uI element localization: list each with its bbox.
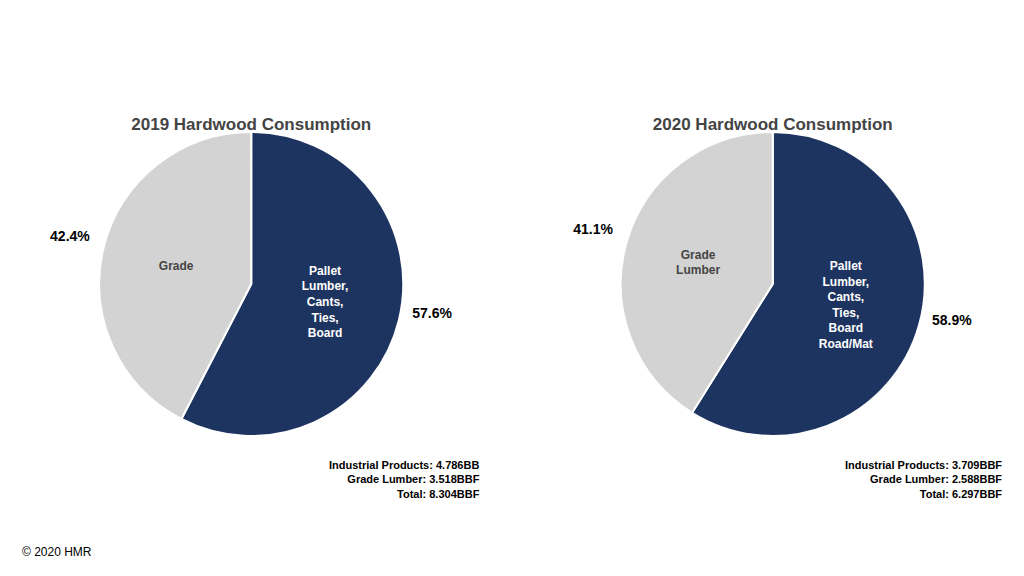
svg-text:42.4%: 42.4%: [50, 228, 90, 244]
svg-text:57.6%: 57.6%: [412, 305, 452, 321]
svg-text:PalletLumber,Cants,Ties,Board: PalletLumber,Cants,Ties,Board: [302, 264, 349, 340]
svg-text:© 2020 HMR: © 2020 HMR: [22, 545, 92, 559]
svg-text:PalletLumber,Cants,Ties,BoardR: PalletLumber,Cants,Ties,BoardRoad/Mat: [819, 259, 873, 351]
svg-text:Grade: Grade: [159, 259, 194, 273]
svg-text:58.9%: 58.9%: [932, 312, 972, 328]
svg-text:2020 Hardwood Consumption: 2020 Hardwood Consumption: [653, 115, 893, 134]
svg-text:Industrial Products: 3.709BBFG: Industrial Products: 3.709BBFGrade Lumbe…: [845, 459, 1002, 500]
svg-text:GradeLumber: GradeLumber: [676, 248, 720, 278]
svg-text:Industrial Products: 4.786BBGr: Industrial Products: 4.786BBGrade Lumber…: [329, 459, 480, 500]
svg-text:2019 Hardwood Consumption: 2019 Hardwood Consumption: [131, 115, 371, 134]
svg-text:41.1%: 41.1%: [573, 221, 613, 237]
